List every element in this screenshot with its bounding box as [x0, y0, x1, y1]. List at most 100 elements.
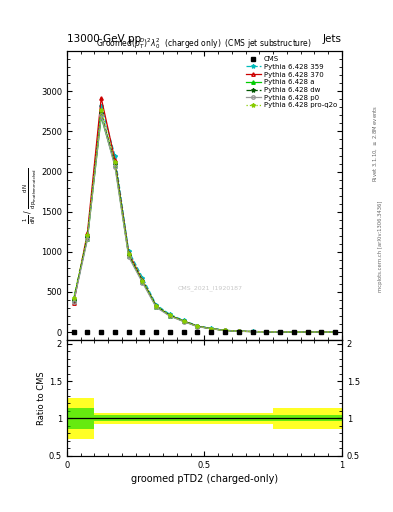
Pythia 6.428 pro-q2o — [72, 295, 76, 301]
Pythia 6.428 pro-q2o — [99, 106, 104, 113]
Pythia 6.428 p0 — [140, 280, 145, 286]
CMS — [99, 329, 104, 335]
Pythia 6.428 p0 — [72, 299, 76, 305]
Pythia 6.428 370 — [85, 229, 90, 236]
Pythia 6.428 dw — [113, 160, 118, 166]
Pythia 6.428 a — [113, 162, 118, 168]
Pythia 6.428 a — [182, 318, 186, 325]
Pythia 6.428 370 — [292, 329, 296, 335]
Pythia 6.428 370 — [113, 157, 118, 163]
Pythia 6.428 p0 — [278, 329, 283, 335]
CMS — [85, 329, 90, 335]
Pythia 6.428 359 — [195, 323, 200, 329]
Pythia 6.428 a — [99, 114, 104, 120]
Pythia 6.428 359 — [113, 153, 118, 159]
Pythia 6.428 370 — [278, 329, 283, 335]
CMS — [237, 329, 241, 335]
Pythia 6.428 370 — [250, 329, 255, 335]
Pythia 6.428 dw — [99, 110, 104, 116]
Pythia 6.428 370 — [127, 250, 131, 256]
X-axis label: groomed pTD2 (charged-only): groomed pTD2 (charged-only) — [131, 474, 278, 484]
Text: 13000 GeV pp: 13000 GeV pp — [67, 33, 141, 44]
Line: Pythia 6.428 p0: Pythia 6.428 p0 — [72, 114, 337, 334]
Pythia 6.428 359 — [168, 311, 173, 317]
CMS — [182, 329, 186, 335]
Pythia 6.428 359 — [209, 325, 214, 331]
Text: Rivet 3.1.10, $\geq$ 2.8M events: Rivet 3.1.10, $\geq$ 2.8M events — [371, 105, 379, 182]
Line: Pythia 6.428 dw: Pythia 6.428 dw — [72, 111, 337, 334]
Pythia 6.428 dw — [292, 329, 296, 335]
Pythia 6.428 p0 — [209, 326, 214, 332]
Line: Pythia 6.428 a: Pythia 6.428 a — [72, 115, 337, 334]
Pythia 6.428 359 — [222, 327, 227, 333]
Pythia 6.428 a — [333, 329, 338, 335]
Pythia 6.428 dw — [237, 328, 241, 334]
Pythia 6.428 pro-q2o — [264, 329, 269, 335]
Pythia 6.428 pro-q2o — [333, 329, 338, 335]
Line: CMS: CMS — [72, 330, 337, 334]
Pythia 6.428 dw — [319, 329, 324, 335]
Pythia 6.428 p0 — [237, 328, 241, 334]
Line: Pythia 6.428 370: Pythia 6.428 370 — [72, 96, 337, 334]
Pythia 6.428 pro-q2o — [222, 327, 227, 333]
Bar — [273, 408, 342, 429]
Pythia 6.428 370 — [319, 329, 324, 335]
Pythia 6.428 p0 — [168, 313, 173, 319]
Pythia 6.428 pro-q2o — [182, 318, 186, 324]
CMS — [305, 329, 310, 335]
Pythia 6.428 a — [154, 304, 159, 310]
Pythia 6.428 p0 — [154, 304, 159, 310]
Pythia 6.428 370 — [209, 326, 214, 332]
Pythia 6.428 dw — [278, 329, 283, 335]
Pythia 6.428 370 — [195, 323, 200, 329]
Pythia 6.428 a — [264, 329, 269, 335]
Pythia 6.428 a — [168, 313, 173, 319]
Pythia 6.428 pro-q2o — [319, 329, 324, 335]
Pythia 6.428 p0 — [127, 254, 131, 260]
Pythia 6.428 370 — [168, 312, 173, 318]
Pythia 6.428 dw — [264, 329, 269, 335]
Pythia 6.428 dw — [333, 329, 338, 335]
CMS — [209, 329, 214, 335]
Pythia 6.428 370 — [305, 329, 310, 335]
Pythia 6.428 pro-q2o — [113, 159, 118, 165]
Pythia 6.428 pro-q2o — [278, 329, 283, 335]
Pythia 6.428 dw — [222, 327, 227, 333]
CMS — [195, 329, 200, 335]
Pythia 6.428 a — [319, 329, 324, 335]
Pythia 6.428 359 — [140, 274, 145, 281]
Pythia 6.428 dw — [195, 323, 200, 329]
Pythia 6.428 pro-q2o — [85, 232, 90, 238]
Pythia 6.428 359 — [85, 234, 90, 241]
Pythia 6.428 pro-q2o — [237, 328, 241, 334]
Pythia 6.428 pro-q2o — [292, 329, 296, 335]
Pythia 6.428 370 — [237, 328, 241, 334]
Pythia 6.428 pro-q2o — [154, 303, 159, 309]
Pythia 6.428 pro-q2o — [127, 251, 131, 258]
Pythia 6.428 a — [140, 279, 145, 285]
Pythia 6.428 370 — [140, 278, 145, 284]
CMS — [113, 329, 118, 335]
Pythia 6.428 p0 — [113, 164, 118, 170]
Pythia 6.428 a — [195, 324, 200, 330]
Pythia 6.428 370 — [333, 329, 338, 335]
Pythia 6.428 dw — [182, 318, 186, 324]
Pythia 6.428 a — [127, 253, 131, 259]
Pythia 6.428 370 — [264, 329, 269, 335]
Pythia 6.428 pro-q2o — [250, 328, 255, 334]
Y-axis label: $\mathregular{\frac{1}{dN}\ /\ \frac{dN}{dp_{mathrm{matched}}}}$: $\mathregular{\frac{1}{dN}\ /\ \frac{dN}… — [21, 167, 38, 224]
Pythia 6.428 359 — [127, 248, 131, 254]
Pythia 6.428 a — [305, 329, 310, 335]
Pythia 6.428 359 — [154, 302, 159, 308]
Pythia 6.428 370 — [182, 318, 186, 324]
CMS — [278, 329, 283, 335]
Pythia 6.428 dw — [154, 303, 159, 309]
Legend: CMS, Pythia 6.428 359, Pythia 6.428 370, Pythia 6.428 a, Pythia 6.428 dw, Pythia: CMS, Pythia 6.428 359, Pythia 6.428 370,… — [243, 53, 340, 111]
Pythia 6.428 dw — [127, 252, 131, 258]
Pythia 6.428 pro-q2o — [168, 312, 173, 318]
Pythia 6.428 p0 — [250, 329, 255, 335]
Pythia 6.428 p0 — [85, 237, 90, 243]
Text: Jets: Jets — [323, 33, 342, 44]
Pythia 6.428 dw — [72, 296, 76, 303]
Pythia 6.428 dw — [305, 329, 310, 335]
